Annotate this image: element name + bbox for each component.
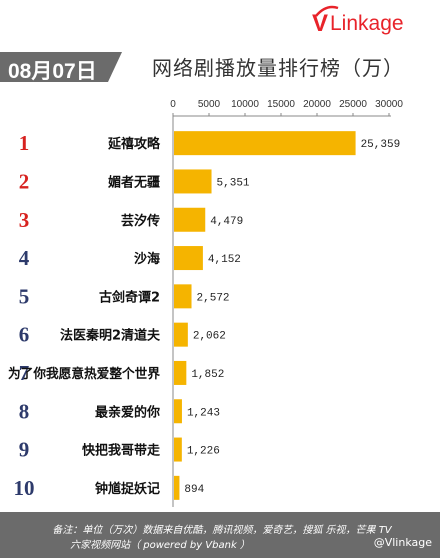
weibo-handle: @Vlinkage [373, 536, 432, 549]
series-name: 古剑奇谭2 [99, 289, 160, 305]
rank-number: 5 [19, 284, 30, 308]
bar-value-label: 2,062 [193, 331, 226, 343]
series-name: 法医秦明2清道夫 [60, 328, 161, 344]
series-name: 媚者无疆 [108, 174, 160, 190]
x-tick-label: 5000 [198, 99, 221, 110]
rank-number: 9 [19, 438, 30, 462]
x-tick-label: 10000 [231, 99, 259, 110]
bar-value-label: 1,852 [191, 369, 224, 381]
rank-number: 4 [19, 246, 30, 270]
footer-note-line1: 备注：单位（万次）数据来自优酷，腾讯视频，爱奇艺，搜狐 乐视，芒果 TV [52, 525, 392, 536]
series-name: 快把我哥带走 [82, 443, 161, 459]
bar [174, 207, 206, 232]
rank-number: 10 [14, 476, 35, 500]
bar-value-label: 894 [184, 484, 204, 496]
bar-value-label: 4,479 [210, 216, 243, 228]
bar [174, 131, 356, 156]
bar [174, 284, 192, 309]
rank-number: 7 [19, 361, 30, 385]
x-tick-label: 25000 [339, 99, 367, 110]
series-name: 延禧攻略 [107, 136, 161, 152]
bar [174, 399, 182, 424]
x-tick-label: 0 [170, 99, 176, 110]
series-name: 为了你我愿意热爱整个世界 [8, 366, 160, 382]
chart-title: 网络剧播放量排行榜（万） [152, 56, 404, 80]
bar-value-label: 4,152 [208, 254, 241, 266]
bar-value-label: 1,226 [187, 446, 220, 458]
x-tick-label: 20000 [303, 99, 331, 110]
bar [174, 322, 188, 347]
bar [174, 360, 187, 385]
rank-number: 6 [19, 323, 30, 347]
x-tick-label: 15000 [267, 99, 295, 110]
rank-number: 3 [19, 208, 30, 232]
rank-number: 8 [19, 399, 30, 423]
bar [174, 246, 203, 271]
series-name: 钟馗捉妖记 [95, 481, 160, 497]
footer-note-line2: 六家视频网站（ powered by Vbank ） [70, 540, 250, 551]
footer-band: 备注：单位（万次）数据来自优酷，腾讯视频，爱奇艺，搜狐 乐视，芒果 TV 六家视… [0, 512, 440, 558]
bar [174, 169, 212, 194]
date-badge: 08月07日 [0, 52, 108, 83]
series-name: 芸汐传 [121, 213, 160, 229]
x-tick-label: 30000 [375, 99, 403, 110]
bar [174, 475, 180, 500]
date-badge-slant [108, 52, 122, 82]
series-name: 沙海 [134, 251, 160, 267]
bar-value-label: 5,351 [217, 177, 250, 189]
rank-number: 2 [19, 169, 30, 193]
bar-value-label: 1,243 [187, 407, 220, 419]
rank-number: 1 [19, 131, 30, 155]
logo-swoosh-icon [315, 5, 339, 17]
logo-v: V [312, 10, 328, 37]
vlinkage-logo: V Linkage [312, 5, 430, 40]
bar-value-label: 2,572 [197, 292, 230, 304]
logo-text: Linkage [330, 12, 404, 35]
series-name: 最亲爱的你 [95, 404, 160, 420]
date-label: 08月07日 [8, 60, 97, 83]
bar-value-label: 25,359 [361, 139, 401, 151]
bar [174, 437, 182, 462]
